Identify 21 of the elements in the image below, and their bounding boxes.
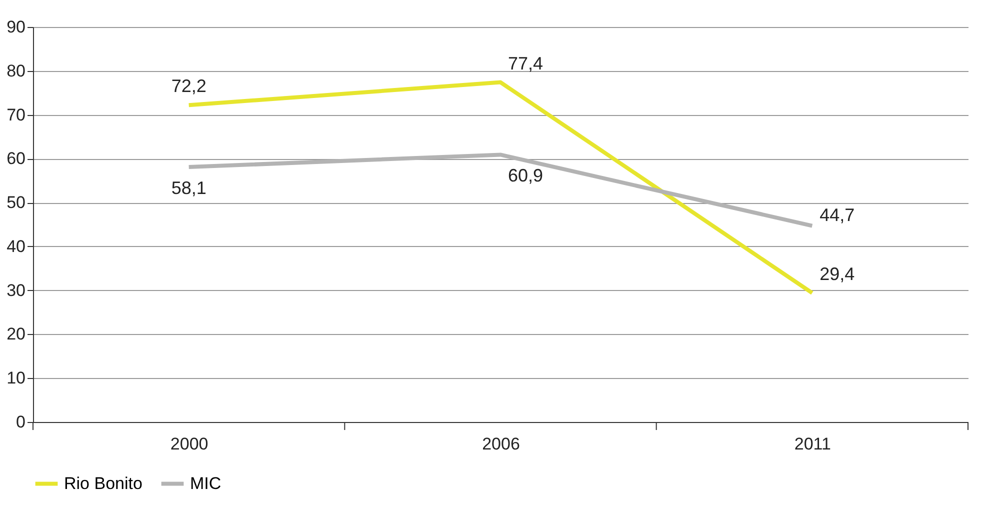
- y-tick-label: 10: [6, 368, 26, 388]
- legend-label: MIC: [190, 474, 222, 493]
- x-tick-label: 2000: [170, 434, 208, 454]
- data-label: 44,7: [820, 204, 855, 225]
- data-label: 29,4: [820, 264, 855, 284]
- x-tick-label: 2006: [482, 434, 520, 454]
- y-tick-label: 80: [6, 61, 26, 80]
- legend-label: Rio Bonito: [64, 474, 142, 493]
- y-tick-label: 0: [16, 412, 26, 432]
- y-tick-label: 70: [6, 105, 26, 124]
- data-label: 72,2: [171, 76, 206, 96]
- y-tick-label: 20: [6, 324, 26, 344]
- data-label: 77,4: [508, 53, 544, 74]
- data-label: 60,9: [508, 166, 544, 186]
- y-tick-label: 60: [6, 149, 26, 168]
- y-tick-label: 40: [6, 236, 26, 256]
- y-tick-label: 90: [6, 18, 26, 36]
- x-tick-label: 2011: [794, 434, 831, 454]
- y-tick-label: 50: [6, 193, 26, 212]
- y-tick-label: 30: [6, 280, 26, 300]
- data-label: 58,1: [171, 178, 206, 198]
